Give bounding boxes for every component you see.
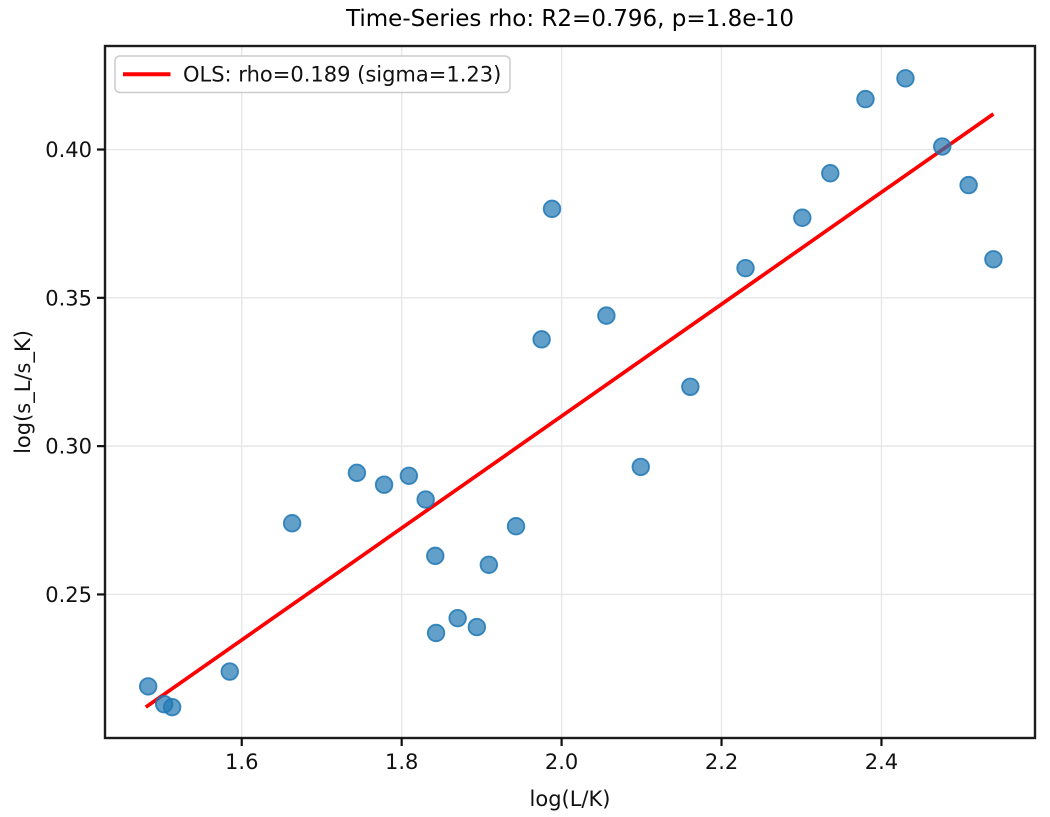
- scatter-point: [532, 330, 551, 349]
- scatter-point: [138, 677, 158, 696]
- data-layer: [138, 69, 1003, 717]
- scatter-point: [681, 377, 700, 397]
- x-axis-label: log(L/K): [530, 787, 611, 811]
- chart-title: Time-Series rho: R2=0.796, p=1.8e-10: [345, 6, 794, 32]
- scatter-point: [162, 697, 182, 717]
- legend-box: [114, 55, 511, 94]
- scatter-point: [426, 546, 445, 566]
- ols-regression-line: [144, 112, 995, 709]
- scatter-point: [416, 490, 435, 509]
- scatter-point: [793, 208, 812, 227]
- y-tick-label: 0.30: [45, 435, 92, 459]
- scatter-point: [426, 623, 446, 643]
- scatter-point: [506, 517, 526, 536]
- y-axis-label: log(s_L/s_K): [11, 330, 36, 454]
- scatter-point: [448, 608, 467, 628]
- legend: OLS: rho=0.189 (sigma=1.23): [114, 55, 511, 94]
- scatter-point: [479, 555, 499, 574]
- x-tick-label: 2.0: [545, 750, 578, 774]
- scatter-point: [347, 463, 367, 483]
- legend-label: OLS: rho=0.189 (sigma=1.23): [183, 63, 501, 87]
- scatter-point: [959, 175, 978, 195]
- x-tick-label: 1.8: [385, 750, 418, 774]
- y-tick-label: 0.25: [45, 583, 92, 607]
- scatter-point: [220, 662, 239, 681]
- scatter-point: [856, 89, 875, 109]
- scatter-point: [984, 250, 1003, 269]
- scatter-point: [896, 69, 915, 88]
- scatter-point: [597, 306, 616, 325]
- x-tick-label: 1.6: [225, 750, 258, 774]
- scatter-point: [631, 457, 650, 477]
- scatter-point: [821, 164, 840, 183]
- scatter-point: [374, 475, 394, 494]
- scatter-point: [542, 199, 562, 219]
- plot-area-border: [103, 44, 1037, 740]
- axis-layer: 1.6 1.8 2.0 2.2 2.4 0.25 0.30 0.35 0.40: [45, 138, 898, 774]
- scatter-point: [736, 258, 755, 278]
- scatter-point: [467, 617, 487, 637]
- x-tick-label: 2.2: [705, 750, 738, 774]
- y-tick-label: 0.40: [45, 138, 92, 162]
- scatter-point: [282, 514, 302, 533]
- grid-layer: [105, 46, 1035, 738]
- x-tick-label: 2.4: [865, 750, 898, 774]
- scatter-point: [399, 466, 419, 485]
- y-tick-label: 0.35: [45, 286, 92, 310]
- scatter-point: [933, 137, 952, 156]
